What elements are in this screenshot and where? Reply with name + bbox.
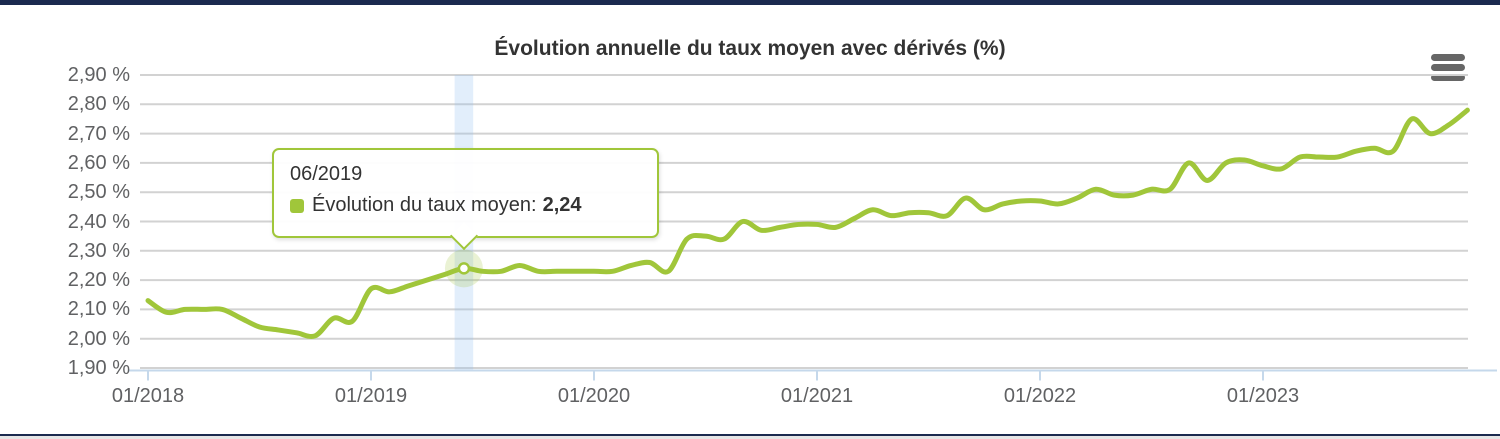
y-axis-label: 2,70 %: [67, 123, 130, 145]
x-axis-label: 01/2023: [1226, 385, 1300, 407]
y-axis-label: 2,80 %: [67, 93, 130, 115]
hamburger-bar: [1431, 73, 1465, 81]
y-axis-label: 2,40 %: [67, 211, 130, 233]
tooltip-series-label: Évolution du taux moyen:: [312, 194, 537, 216]
top-border-bar: [0, 0, 1500, 5]
y-axis-label: 2,60 %: [67, 152, 130, 174]
y-axis-label: 2,30 %: [67, 240, 130, 262]
hamburger-bar: [1431, 53, 1465, 61]
tooltip-value: 2,24: [542, 194, 582, 216]
x-axis-label: 01/2018: [111, 385, 185, 407]
x-axis-label: 01/2019: [334, 385, 408, 407]
y-axis-label: 2,50 %: [67, 181, 130, 203]
y-axis-label: 2,00 %: [67, 328, 130, 350]
tooltip-date: 06/2019: [290, 163, 363, 185]
x-axis-label: 01/2021: [780, 385, 854, 407]
chart-menu-button[interactable]: [1427, 49, 1469, 85]
hamburger-icon: [1427, 53, 1469, 81]
tooltip: 06/2019 Évolution du taux moyen: 2,24: [272, 148, 659, 251]
bottom-border-line: [0, 434, 1500, 436]
bottom-strip: [0, 436, 1500, 439]
y-axis-label: 1,90 %: [67, 357, 130, 379]
x-axis-label: 01/2022: [1003, 385, 1077, 407]
series-swatch-icon: [290, 198, 304, 213]
rate-line-series[interactable]: [145, 107, 1470, 339]
hamburger-bar: [1431, 63, 1465, 71]
y-axis-label: 2,10 %: [67, 298, 130, 320]
highlighted-point-marker[interactable]: [457, 262, 471, 275]
y-axis-label: 2,90 %: [67, 64, 130, 86]
y-axis-label: 2,20 %: [67, 269, 130, 291]
chart-title: Évolution annuelle du taux moyen avec dé…: [494, 37, 1006, 60]
x-axis-label: 01/2020: [557, 385, 631, 407]
